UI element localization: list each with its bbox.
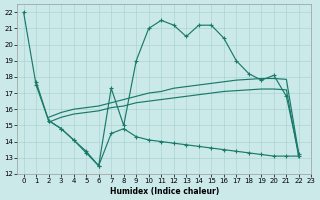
X-axis label: Humidex (Indice chaleur): Humidex (Indice chaleur) <box>110 187 219 196</box>
